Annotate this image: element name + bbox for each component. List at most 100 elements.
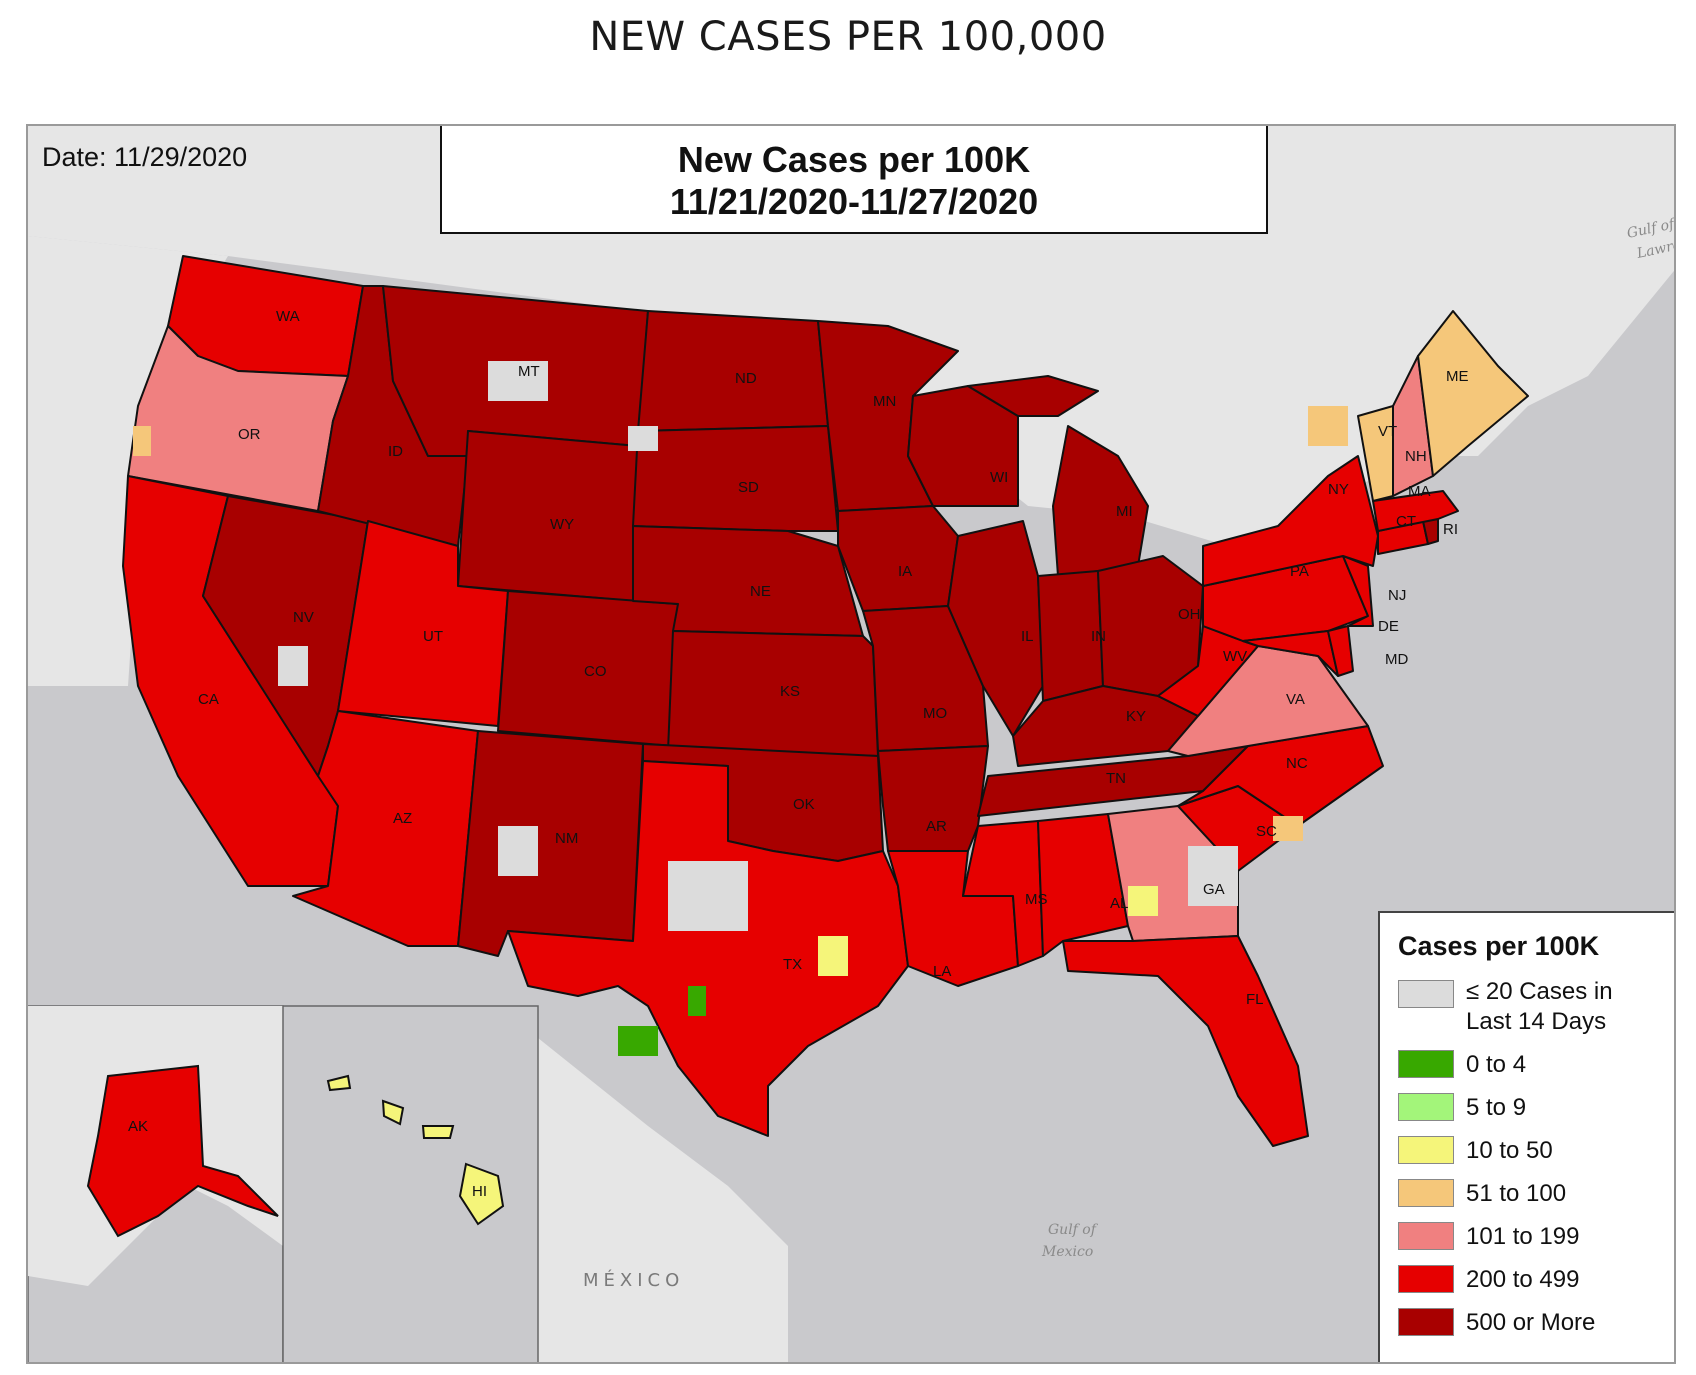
mexico-label: MÉXICO bbox=[583, 1269, 684, 1291]
legend: Cases per 100K ≤ 20 Cases in Last 14 Day… bbox=[1378, 911, 1674, 1362]
legend-label: 10 to 50 bbox=[1466, 1137, 1553, 1164]
label-hi: HI bbox=[472, 1183, 487, 1200]
label-co: CO bbox=[584, 663, 607, 680]
label-ar: AR bbox=[926, 818, 947, 835]
label-id: ID bbox=[388, 443, 403, 460]
choropleth-map[interactable]: Gulf of Mexico Gulf of St Lawrence MÉXIC… bbox=[28, 126, 1676, 1364]
legend-label-line2: Last 14 Days bbox=[1466, 1008, 1607, 1035]
legend-swatch bbox=[1398, 1222, 1454, 1250]
label-wy: WY bbox=[550, 516, 574, 533]
legend-item: 500 or More bbox=[1398, 1308, 1674, 1338]
label-ms: MS bbox=[1025, 891, 1048, 908]
state-ks bbox=[667, 630, 879, 757]
label-az: AZ bbox=[393, 810, 412, 827]
date-label: Date: 11/29/2020 bbox=[42, 142, 248, 172]
alaska-inset: AK bbox=[28, 1005, 284, 1362]
label-nd: ND bbox=[735, 370, 757, 387]
label-or: OR bbox=[238, 426, 261, 443]
label-la: LA bbox=[933, 963, 951, 980]
gulf-of-mexico-label-1: Gulf of bbox=[1048, 1222, 1099, 1238]
label-mi: MI bbox=[1116, 503, 1133, 520]
label-md: MD bbox=[1385, 651, 1408, 668]
label-ma: MA bbox=[1408, 483, 1431, 500]
state-nd bbox=[637, 310, 829, 432]
label-nm: NM bbox=[555, 830, 578, 847]
label-ny: NY bbox=[1328, 481, 1349, 498]
hawaii-island-big bbox=[458, 1162, 505, 1226]
state-ma bbox=[1372, 490, 1459, 532]
label-nv: NV bbox=[293, 609, 314, 626]
map-header-date-range: 11/21/2020-11/27/2020 bbox=[669, 181, 1039, 222]
label-tn: TN bbox=[1106, 770, 1126, 787]
map-frame[interactable]: Gulf of Mexico Gulf of St Lawrence MÉXIC… bbox=[26, 124, 1676, 1364]
label-sd: SD bbox=[738, 479, 759, 496]
label-wi: WI bbox=[990, 469, 1008, 486]
label-wa: WA bbox=[276, 308, 300, 325]
label-ky: KY bbox=[1126, 708, 1146, 725]
legend-swatch bbox=[1398, 1179, 1454, 1207]
label-nj: NJ bbox=[1388, 587, 1406, 604]
label-va: VA bbox=[1286, 691, 1305, 708]
state-me bbox=[1417, 310, 1529, 477]
label-al: AL bbox=[1110, 895, 1128, 912]
state-il bbox=[947, 520, 1044, 737]
legend-swatch bbox=[1398, 1050, 1454, 1078]
legend-item: 10 to 50 bbox=[1398, 1136, 1674, 1166]
map-header-title: New Cases per 100K bbox=[677, 139, 1031, 180]
label-ct: CT bbox=[1396, 513, 1416, 530]
label-ut: UT bbox=[423, 628, 443, 645]
label-ia: IA bbox=[898, 563, 912, 580]
legend-label: 51 to 100 bbox=[1466, 1180, 1567, 1207]
label-ne: NE bbox=[750, 583, 771, 600]
label-il: IL bbox=[1021, 628, 1034, 645]
label-ks: KS bbox=[780, 683, 800, 700]
state-tx bbox=[507, 760, 909, 1137]
state-ar bbox=[877, 745, 989, 852]
state-ak bbox=[86, 1064, 279, 1238]
legend-swatch bbox=[1398, 1308, 1454, 1336]
legend-title: Cases per 100K bbox=[1398, 931, 1600, 961]
page-title: NEW CASES PER 100,000 bbox=[589, 14, 1107, 60]
legend-item: 5 to 9 bbox=[1398, 1093, 1674, 1123]
state-ia bbox=[837, 505, 959, 612]
label-mn: MN bbox=[873, 393, 896, 410]
legend-swatch bbox=[1398, 1136, 1454, 1164]
legend-label: 5 to 9 bbox=[1466, 1094, 1527, 1121]
state-nj bbox=[1342, 555, 1374, 627]
legend-item: 0 to 4 bbox=[1398, 1050, 1674, 1080]
legend-label: 500 or More bbox=[1466, 1309, 1596, 1336]
county-patches bbox=[133, 361, 1348, 1056]
label-fl: FL bbox=[1246, 991, 1264, 1008]
state-al bbox=[1037, 813, 1129, 957]
legend-swatch bbox=[1398, 1093, 1454, 1121]
label-tx: TX bbox=[783, 956, 802, 973]
legend-item: ≤ 20 Cases in Last 14 Days bbox=[1398, 978, 1674, 1037]
state-mi-up bbox=[967, 375, 1099, 417]
label-ak: AK bbox=[128, 1118, 148, 1135]
label-oh: OH bbox=[1178, 606, 1201, 623]
label-nh: NH bbox=[1405, 448, 1427, 465]
label-nc: NC bbox=[1286, 755, 1308, 772]
state-nm bbox=[457, 730, 644, 957]
legend-item: 51 to 100 bbox=[1398, 1179, 1674, 1209]
legend-label: 200 to 499 bbox=[1466, 1266, 1580, 1293]
label-ga: GA bbox=[1203, 881, 1225, 898]
legend-label-line1: ≤ 20 Cases in bbox=[1466, 978, 1613, 1005]
state-wy bbox=[457, 430, 639, 602]
gulf-of-mexico-label-2: Mexico bbox=[1041, 1244, 1093, 1260]
legend-item: 101 to 199 bbox=[1398, 1222, 1674, 1252]
label-wv: WV bbox=[1223, 648, 1247, 665]
legend-label: 0 to 4 bbox=[1466, 1051, 1527, 1078]
legend-label: 101 to 199 bbox=[1466, 1223, 1580, 1250]
label-de: DE bbox=[1378, 618, 1399, 635]
label-ri: RI bbox=[1443, 521, 1458, 538]
hawaii-inset: HI bbox=[282, 1005, 539, 1362]
state-md bbox=[1242, 630, 1339, 677]
label-mo: MO bbox=[923, 705, 947, 722]
label-me: ME bbox=[1446, 368, 1469, 385]
legend-item: 200 to 499 bbox=[1398, 1265, 1674, 1295]
label-vt: VT bbox=[1378, 423, 1397, 440]
label-ca: CA bbox=[198, 691, 219, 708]
legend-swatch bbox=[1398, 1265, 1454, 1293]
label-sc: SC bbox=[1256, 823, 1277, 840]
